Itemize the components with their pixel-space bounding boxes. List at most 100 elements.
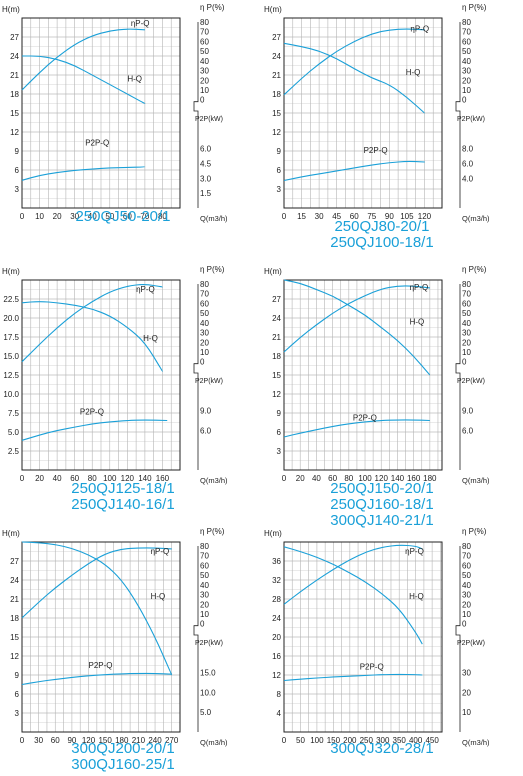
y-tick-label: 21 <box>272 71 281 80</box>
series-label: P2P-Q <box>353 414 377 423</box>
plot-frame <box>283 279 443 471</box>
series-label: ηP-Q <box>410 25 429 34</box>
caption-line: 300QJ140-21/1 <box>330 512 434 529</box>
x-tick-label: 100 <box>358 474 372 483</box>
y-tick-label: 9 <box>15 671 20 680</box>
eff-tick-label: 50 <box>462 47 471 56</box>
power-tick-label: 20 <box>462 688 471 697</box>
eff-axis-label: η P(%) <box>462 527 487 536</box>
y-tick-label: 27 <box>10 557 19 566</box>
eff-tick-label: 40 <box>200 57 209 66</box>
x-tick-label: 30 <box>34 736 43 745</box>
y-tick-label: 8 <box>277 690 282 699</box>
series-label: H-Q <box>151 592 166 601</box>
eff-tick-label: 10 <box>200 348 209 357</box>
series-line-H <box>21 301 163 372</box>
x-tick-label: 120 <box>82 736 96 745</box>
x-axis-label: Q(m3/h) <box>200 214 228 223</box>
eff-tick-label: 60 <box>200 37 209 46</box>
secondary-axis-line <box>193 284 199 470</box>
y-tick-label: 24 <box>10 52 19 61</box>
series-label: P2P-Q <box>85 139 109 148</box>
plot-frame <box>283 17 443 209</box>
x-tick-label: 0 <box>282 212 287 221</box>
x-tick-label: 250 <box>360 736 374 745</box>
x-tick-label: 40 <box>88 212 97 221</box>
x-axis-label: Q(m3/h) <box>462 214 490 223</box>
y-tick-label: 24 <box>272 614 281 623</box>
y-tick-label: 20 <box>272 633 281 642</box>
y-tick-label: 18 <box>272 352 281 361</box>
eff-tick-label: 10 <box>462 610 471 619</box>
power-tick-label: 10.0 <box>200 688 216 697</box>
y-tick-label: 15 <box>272 371 281 380</box>
x-tick-label: 60 <box>70 474 79 483</box>
eff-tick-label: 30 <box>462 591 471 600</box>
y-tick-label: 6 <box>15 166 20 175</box>
eff-tick-label: 70 <box>462 28 471 37</box>
y-tick-label: 9 <box>277 409 282 418</box>
x-tick-label: 60 <box>123 212 132 221</box>
y-axis-label: H(m) <box>2 267 20 276</box>
secondary-axis-line <box>455 22 461 208</box>
eff-tick-label: 80 <box>462 280 471 289</box>
y-tick-label: 32 <box>272 576 281 585</box>
eff-tick-label: 80 <box>200 280 209 289</box>
caption-line: 250QJ150-20/1 <box>330 480 434 497</box>
series-line-H <box>283 42 425 114</box>
eff-tick-label: 80 <box>200 542 209 551</box>
series-line-pow <box>283 673 423 682</box>
series-label: ηP-Q <box>410 283 429 292</box>
eff-tick-label: 40 <box>200 319 209 328</box>
x-tick-label: 240 <box>148 736 162 745</box>
y-tick-label: 24 <box>10 576 19 585</box>
caption-line: 250QJ160-18/1 <box>330 496 434 513</box>
y-tick-label: 3 <box>277 185 282 194</box>
y-axis-label: H(m) <box>264 529 282 538</box>
caption-line: 300QJ160-25/1 <box>71 756 175 773</box>
y-tick-label: 24 <box>272 52 281 61</box>
series-line-eff <box>283 544 423 605</box>
x-tick-label: 60 <box>328 474 337 483</box>
x-tick-label: 0 <box>20 212 25 221</box>
y-tick-label: 12 <box>272 671 281 680</box>
series-line-pow <box>283 419 430 438</box>
y-tick-label: 10.0 <box>3 390 19 399</box>
chart-panel: H(m) η P(%)P2P(kW)Q(m3/h)3691215182124270… <box>264 265 490 485</box>
y-tick-label: 5.0 <box>8 428 20 437</box>
eff-tick-label: 20 <box>462 76 471 85</box>
x-tick-label: 160 <box>407 474 421 483</box>
eff-tick-label: 10 <box>200 610 209 619</box>
eff-tick-label: 30 <box>462 329 471 338</box>
series-line-pow <box>21 166 146 181</box>
power-tick-label: 4.5 <box>200 159 212 168</box>
eff-tick-label: 80 <box>462 542 471 551</box>
eff-axis-label: η P(%) <box>200 265 225 274</box>
eff-tick-label: 40 <box>462 319 471 328</box>
caption-line: 250QJ100-18/1 <box>330 234 434 251</box>
eff-tick-label: 0 <box>462 358 467 367</box>
chart-panel: H(m) η P(%)P2P(kW)Q(m3/h)3691215182124270… <box>2 527 228 747</box>
eff-tick-label: 0 <box>200 620 205 629</box>
power-tick-label: 15.0 <box>200 669 216 678</box>
eff-axis-label: η P(%) <box>200 3 225 12</box>
series-line-pow <box>21 672 172 686</box>
chart-caption-250QJ50: 250QJ50-20/1 <box>3 209 243 225</box>
y-tick-label: 9 <box>277 147 282 156</box>
power-axis-label: P2P(kW) <box>457 640 485 647</box>
eff-tick-label: 70 <box>462 290 471 299</box>
eff-axis-label: η P(%) <box>462 3 487 12</box>
eff-tick-label: 70 <box>200 552 209 561</box>
x-tick-label: 10 <box>35 212 44 221</box>
x-axis-label: Q(m3/h) <box>462 476 490 485</box>
y-tick-label: 2.5 <box>8 447 20 456</box>
y-tick-label: 15.0 <box>3 352 19 361</box>
eff-tick-label: 60 <box>462 37 471 46</box>
x-tick-label: 15 <box>297 212 306 221</box>
y-tick-label: 12.5 <box>3 371 19 380</box>
x-axis-label: Q(m3/h) <box>200 476 228 485</box>
eff-tick-label: 50 <box>462 571 471 580</box>
power-tick-label: 30 <box>462 669 471 678</box>
y-tick-label: 27 <box>272 33 281 42</box>
x-tick-label: 0 <box>20 736 25 745</box>
